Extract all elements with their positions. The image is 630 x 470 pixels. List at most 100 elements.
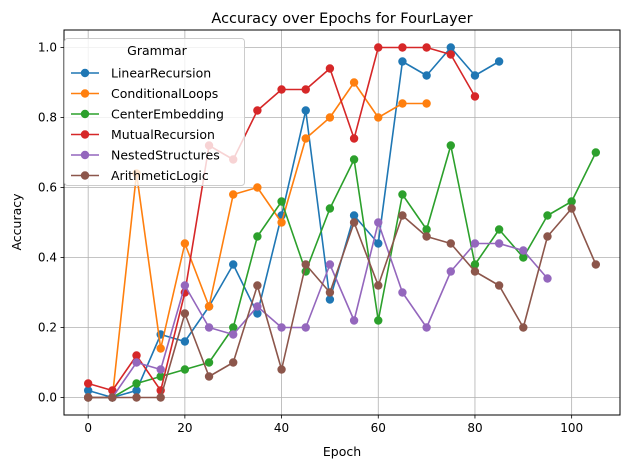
data-point — [374, 43, 383, 52]
data-point — [519, 246, 528, 255]
data-point — [229, 323, 238, 332]
data-point — [470, 92, 480, 101]
series-ArithmeticLogic — [83, 204, 601, 402]
data-point — [83, 393, 93, 402]
legend-entry: MutualRecursion — [71, 127, 215, 142]
data-point — [519, 253, 528, 262]
data-point — [156, 344, 165, 353]
data-point — [180, 337, 190, 346]
data-point — [374, 281, 383, 290]
data-point — [325, 260, 335, 269]
x-tick-label: 20 — [177, 421, 192, 435]
plot-frame — [63, 29, 621, 416]
data-point — [374, 316, 383, 325]
legend-marker — [80, 171, 90, 180]
data-point — [253, 106, 262, 115]
legend-marker — [80, 109, 90, 119]
data-point — [543, 232, 552, 241]
data-point — [132, 386, 141, 395]
legend-box — [64, 38, 245, 186]
data-point — [349, 155, 359, 164]
legend-label: ArithmeticLogic — [111, 168, 209, 183]
data-point — [567, 204, 576, 213]
legend-entry: ArithmeticLogic — [71, 168, 209, 183]
y-tick-label: 0.4 — [38, 251, 57, 265]
x-tick-label: 100 — [560, 421, 583, 435]
data-point — [325, 204, 335, 213]
data-point — [422, 323, 431, 332]
x-axis-label: Epoch — [323, 444, 361, 459]
data-point — [567, 197, 576, 206]
data-point — [446, 43, 455, 52]
data-point — [494, 239, 504, 248]
data-point — [301, 134, 310, 143]
data-point — [446, 239, 455, 248]
data-point — [253, 302, 262, 311]
data-point — [543, 211, 552, 220]
data-point — [132, 351, 141, 360]
data-point — [446, 141, 455, 150]
data-point — [180, 309, 190, 318]
series-line — [87, 46, 500, 399]
data-point — [591, 148, 601, 157]
legend: Grammar LinearRecursion ConditionalLoops C… — [64, 38, 245, 186]
legend-marker — [80, 68, 90, 78]
data-point — [422, 99, 431, 108]
data-point — [132, 379, 141, 388]
data-point — [108, 393, 117, 402]
data-point — [349, 134, 359, 143]
data-point — [180, 239, 190, 248]
data-point — [132, 393, 141, 402]
data-point — [398, 288, 407, 297]
series-line — [88, 221, 549, 399]
legend-entry: LinearRecursion — [71, 66, 211, 81]
data-point — [398, 211, 407, 220]
data-point — [108, 386, 117, 395]
data-point — [422, 43, 431, 52]
data-point — [253, 281, 262, 290]
data-point — [494, 281, 504, 290]
legend-entry: ConditionalLoops — [71, 86, 218, 101]
x-tick-label: 80 — [467, 421, 482, 435]
legend-marker — [80, 150, 90, 160]
data-point — [470, 239, 480, 248]
data-point — [156, 372, 165, 381]
data-point — [301, 106, 310, 115]
data-point — [277, 323, 286, 332]
data-point — [494, 57, 504, 66]
legend-label: MutualRecursion — [111, 127, 215, 142]
data-point — [156, 393, 165, 402]
data-point — [398, 190, 407, 199]
y-tick-label: 0.0 — [38, 391, 57, 405]
data-point — [470, 267, 480, 276]
data-point — [301, 85, 310, 94]
data-point — [277, 365, 286, 374]
y-tick-label: 1.0 — [38, 41, 57, 55]
data-point — [229, 190, 238, 199]
data-point — [204, 302, 214, 311]
data-point — [301, 260, 310, 269]
data-point — [156, 365, 165, 374]
data-point — [398, 57, 407, 66]
data-point — [204, 323, 214, 332]
data-point — [301, 323, 310, 332]
data-point — [277, 197, 286, 206]
data-point — [494, 225, 504, 234]
ticks: 0 20 40 60 80 100 0.0 0.2 0.4 0.6 0.8 1.0 — [38, 41, 583, 436]
data-point — [325, 113, 335, 122]
data-point — [204, 372, 214, 381]
data-point — [253, 183, 262, 192]
legend-entries: LinearRecursion ConditionalLoops CenterEmb… — [71, 66, 224, 183]
data-point — [349, 211, 359, 220]
legend-label: LinearRecursion — [111, 66, 211, 81]
data-point — [180, 365, 190, 374]
chart-title: Accuracy over Epochs for FourLayer — [211, 11, 472, 27]
legend-label: NestedStructures — [111, 148, 220, 163]
legend-marker — [80, 130, 90, 139]
data-point — [132, 358, 141, 367]
data-point — [229, 358, 238, 367]
legend-label: ConditionalLoops — [111, 86, 218, 101]
y-tick-label: 0.8 — [38, 111, 57, 125]
data-point — [253, 309, 262, 318]
